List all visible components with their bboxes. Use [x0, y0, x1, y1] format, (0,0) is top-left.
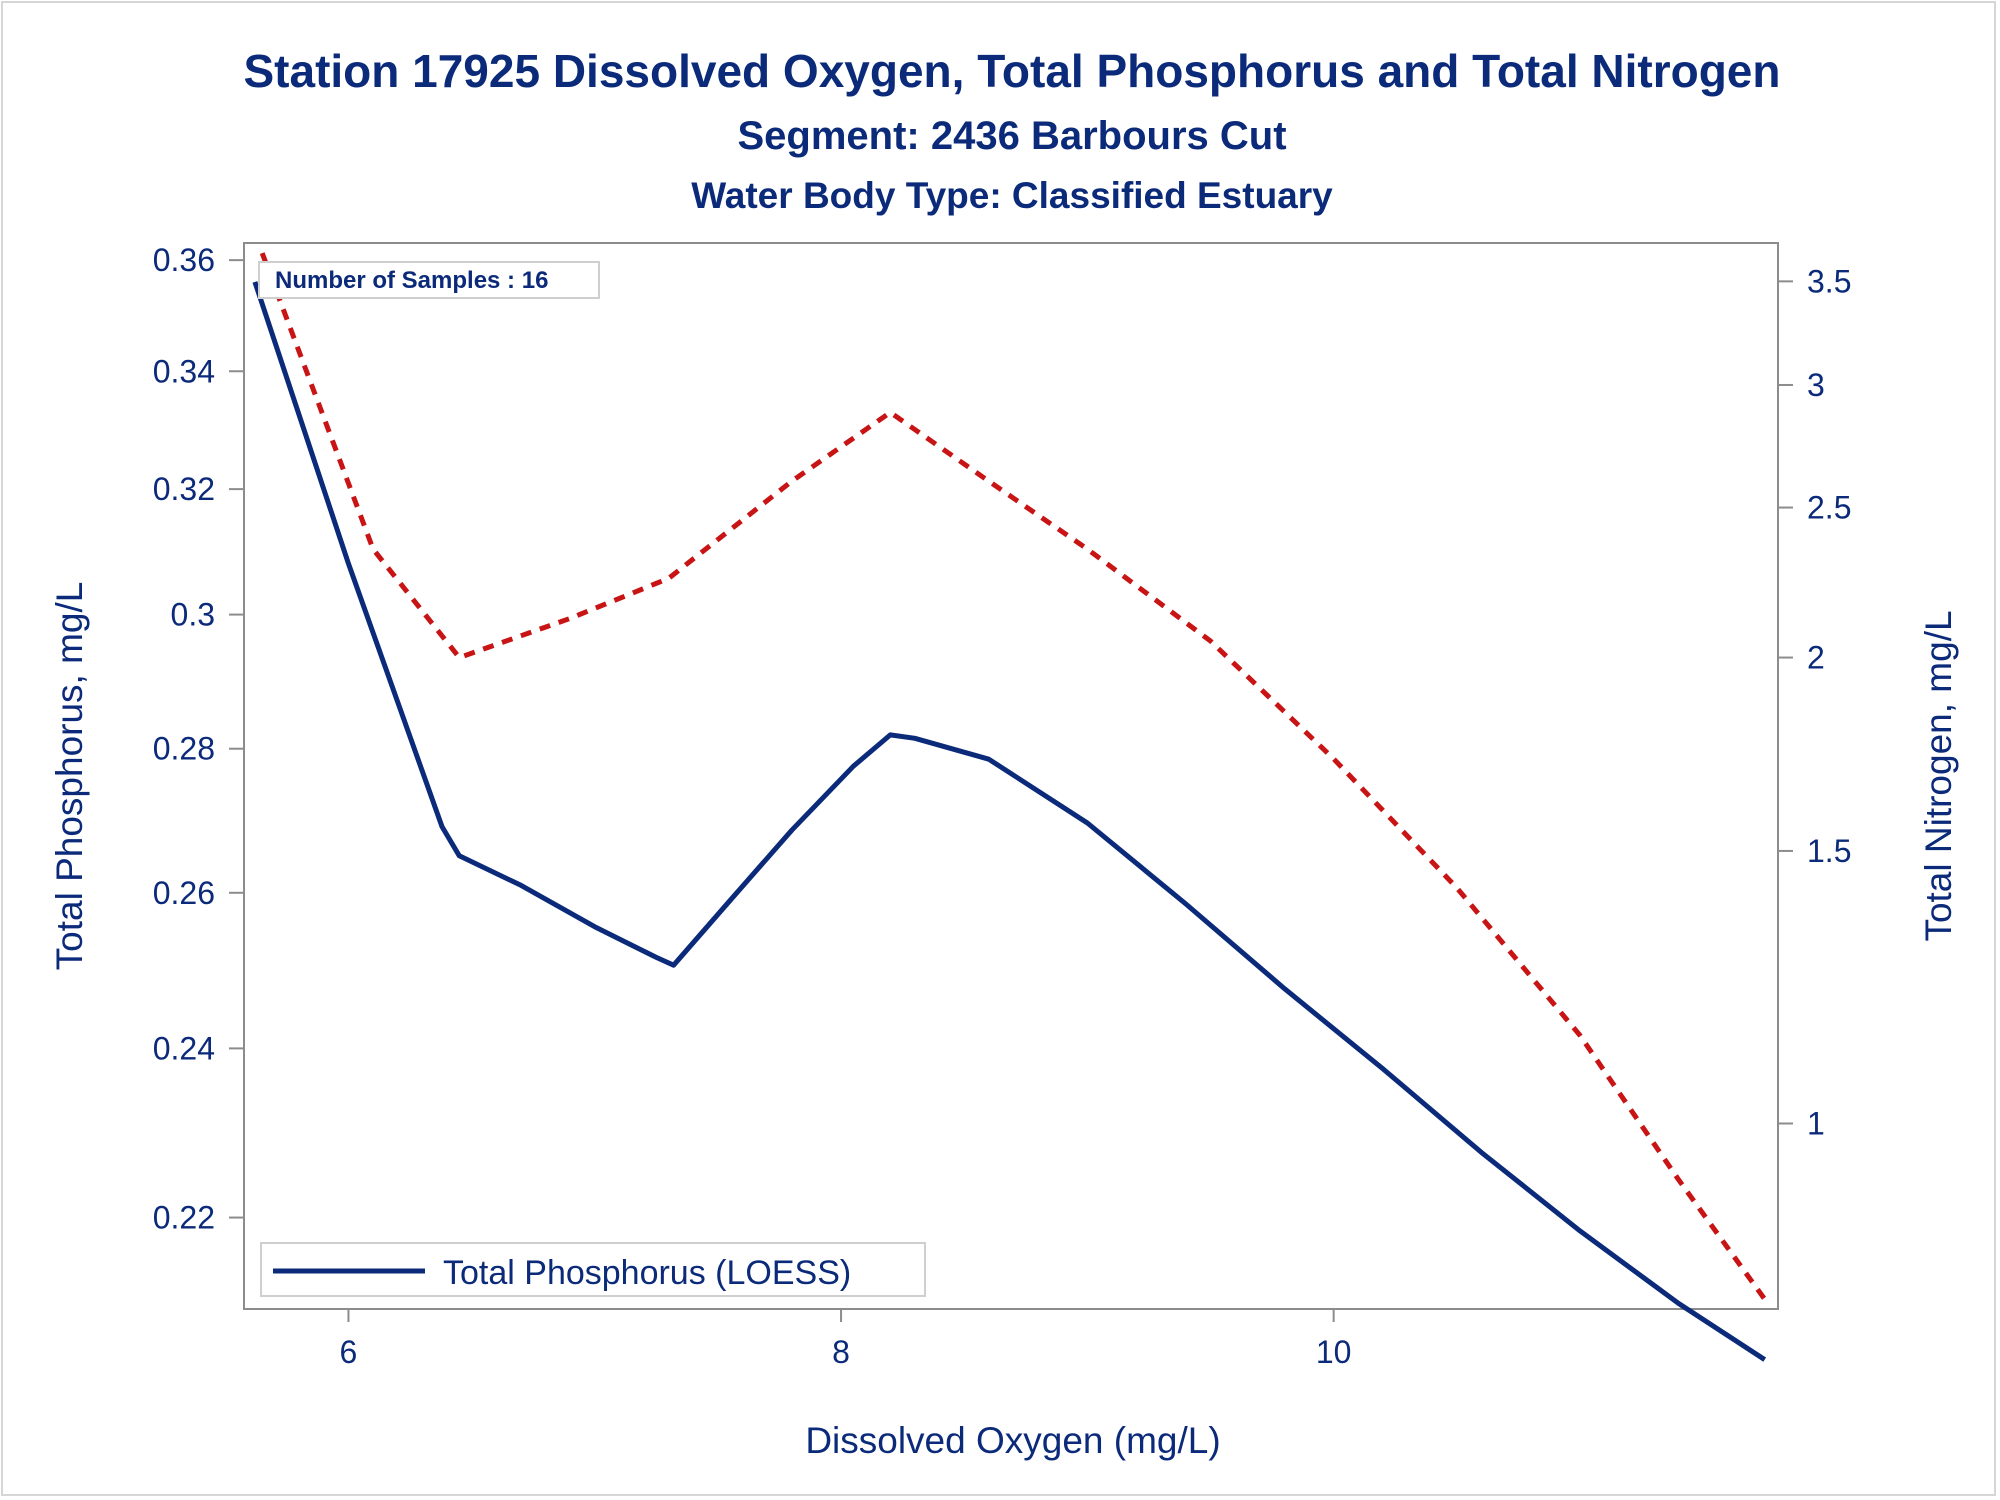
- series-line-phosphorus: [252, 281, 1767, 1362]
- y-tick-label: 0.34: [153, 353, 215, 389]
- x-tick-label: 8: [832, 1334, 850, 1370]
- y2-tick-label: 3.5: [1807, 263, 1851, 299]
- series-line-nitrogen: [259, 252, 1767, 1301]
- y-tick-label: 0.36: [153, 242, 215, 278]
- y-tick-label: 0.24: [153, 1030, 215, 1066]
- chart-title: Station 17925 Dissolved Oxygen, Total Ph…: [243, 45, 1780, 97]
- y2-tick-label: 1: [1807, 1106, 1825, 1142]
- x-axis-label: Dissolved Oxygen (mg/L): [805, 1420, 1220, 1461]
- y2-tick-label: 3: [1807, 367, 1825, 403]
- y2-tick-label: 2: [1807, 640, 1825, 676]
- y-axis-label: Total Phosphorus, mg/L: [49, 582, 90, 971]
- legend-entry-phosphorus: Total Phosphorus (LOESS): [443, 1254, 851, 1292]
- x-tick-label: 6: [340, 1334, 358, 1370]
- y-tick-label: 0.22: [153, 1200, 215, 1236]
- chart-svg: Station 17925 Dissolved Oxygen, Total Ph…: [49, 45, 1959, 1461]
- y2-axis-label: Total Nitrogen, mg/L: [1918, 610, 1959, 941]
- legend: Total Phosphorus (LOESS): [260, 1242, 926, 1297]
- sample-count-box-border: [258, 261, 600, 299]
- plot-area: [243, 242, 1779, 1310]
- y-axis-ticks: 0.22 0.24 0.26 0.28 0.3 0.32 0.34 0.36: [153, 242, 245, 1236]
- chart-subtitle-2: Water Body Type: Classified Estuary: [691, 175, 1333, 216]
- x-axis-ticks: 6 8 10: [340, 1308, 1352, 1370]
- series-layer: [252, 252, 1767, 1362]
- y2-axis-ticks: 1 1.5 2 2.5 3 3.5: [1777, 263, 1851, 1142]
- sample-count-label: Number of Samples : 16: [275, 267, 548, 294]
- y-tick-label: 0.26: [153, 875, 215, 911]
- y-tick-label: 0.32: [153, 471, 215, 507]
- x-tick-label: 10: [1316, 1334, 1352, 1370]
- y2-tick-label: 1.5: [1807, 833, 1851, 869]
- sample-count-box: Number of Samples : 16: [258, 261, 600, 299]
- y-tick-label: 0.28: [153, 731, 215, 767]
- y2-tick-label: 2.5: [1807, 490, 1851, 526]
- y-tick-label: 0.3: [171, 597, 215, 633]
- chart-subtitle: Segment: 2436 Barbours Cut: [737, 114, 1286, 158]
